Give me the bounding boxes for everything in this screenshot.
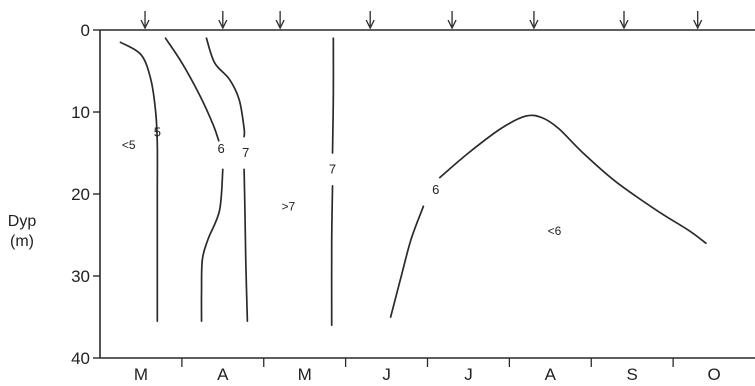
sampling-arrowhead <box>365 19 375 30</box>
y-axis-label: (m) <box>10 233 34 250</box>
isoline-series <box>331 37 335 154</box>
sampling-arrowhead <box>218 19 228 30</box>
x-month-label: J <box>464 365 473 384</box>
x-month-label: A <box>217 365 229 384</box>
isoline-series <box>200 168 224 322</box>
isoline-label: 6 <box>432 182 439 197</box>
isoline-label: 6 <box>218 141 225 156</box>
x-month-label: J <box>382 365 391 384</box>
x-month-label: A <box>545 365 557 384</box>
x-month-label: S <box>627 365 638 384</box>
y-axis-label: Dyp <box>8 213 37 230</box>
isoline-label: 7 <box>329 161 336 176</box>
x-month-label: O <box>707 365 720 384</box>
sampling-arrowhead <box>529 19 539 30</box>
y-tick-label: 30 <box>71 267 90 286</box>
sampling-arrowhead <box>275 19 285 30</box>
isoline-series <box>438 114 707 245</box>
y-tick-label: 40 <box>71 349 90 368</box>
isoline-series <box>243 168 249 322</box>
y-tick-label: 20 <box>71 185 90 204</box>
y-tick-label: 0 <box>81 21 90 40</box>
x-month-label: M <box>134 365 148 384</box>
sampling-arrowhead <box>619 19 629 30</box>
isoline-series <box>205 37 246 138</box>
region-label: >7 <box>281 199 295 213</box>
x-month-label: M <box>298 365 312 384</box>
sampling-arrowhead <box>447 19 457 30</box>
y-tick-label: 10 <box>71 103 90 122</box>
region-label: <6 <box>548 224 562 238</box>
isoline-series <box>164 37 220 142</box>
isoline-label: 5 <box>154 125 161 140</box>
sampling-arrowhead <box>693 19 703 30</box>
isoline-series <box>389 205 425 318</box>
isoline-series <box>330 184 334 327</box>
isoline-series <box>119 41 159 322</box>
isoline-label: 7 <box>242 145 249 160</box>
sampling-arrowhead <box>140 19 150 30</box>
region-label: <5 <box>122 138 136 152</box>
